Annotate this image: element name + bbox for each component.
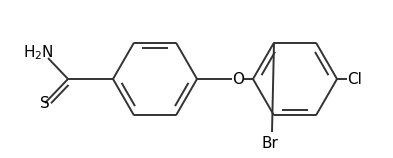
Text: O: O (232, 72, 244, 86)
Text: Cl: Cl (347, 72, 362, 86)
Text: S: S (40, 95, 50, 110)
Text: H$_2$N: H$_2$N (23, 44, 53, 62)
Text: Br: Br (262, 137, 278, 152)
